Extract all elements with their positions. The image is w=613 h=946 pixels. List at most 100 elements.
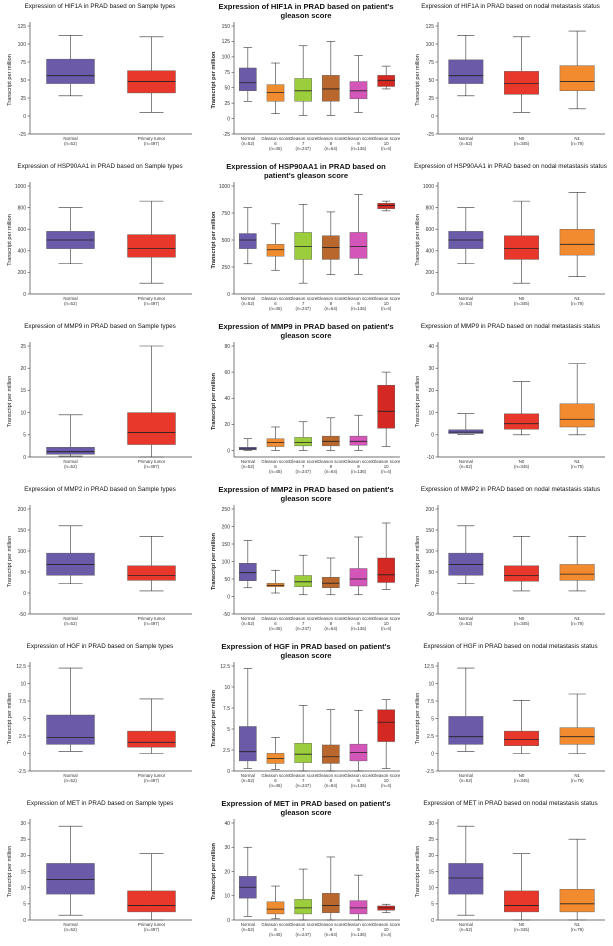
x-tick-count: (n=52) (241, 301, 254, 306)
y-tick-label: 50 (20, 78, 26, 84)
x-tick-label-score: 9 (357, 621, 360, 626)
y-tick-label: 5 (431, 716, 434, 722)
y-tick-label: 500 (222, 238, 231, 244)
y-tick-label: 80 (224, 344, 230, 350)
x-tick-label-score: 10 (384, 141, 389, 146)
x-tick-label: Gleason score (261, 459, 290, 464)
x-tick-label-score: 9 (357, 141, 360, 146)
box-2 (294, 868, 312, 921)
chart-title: Expression of MMP2 in PRAD based on pati… (218, 485, 394, 503)
box-iqr (294, 899, 312, 915)
y-tick-label: 0 (227, 292, 230, 298)
x-tick-label-score: 9 (357, 301, 360, 306)
x-tick-label: Normal (63, 136, 77, 141)
box-plot-svg: -10 0 10 20 30 40 Transcript per million Normal… (415, 342, 605, 469)
box-0 (239, 668, 257, 769)
y-tick-label: 0 (431, 751, 434, 757)
y-tick-label: 150 (222, 24, 231, 30)
y-tick-label: 2.5 (19, 734, 26, 740)
y-tick-label: 7.5 (427, 699, 434, 705)
panel-hif1a-2: Expression of HIF1A in PRAD based on nod… (408, 0, 613, 160)
box-1 (266, 885, 285, 920)
box-iqr (504, 730, 539, 746)
box-2 (559, 192, 595, 278)
panel-met-1: Expression of MET in PRAD based on patie… (204, 797, 408, 946)
x-tick-count: (n=497) (144, 464, 160, 469)
x-tick-label: N0 (519, 616, 525, 621)
y-tick-label: 25 (20, 344, 26, 350)
y-axis-label: Transcript per million (415, 376, 421, 428)
box-5 (377, 65, 395, 90)
box-4 (349, 414, 368, 451)
x-tick-label: Gleason score (289, 136, 318, 141)
x-tick-label-score: 7 (302, 927, 305, 932)
x-tick-count: (n=64) (324, 626, 337, 631)
y-tick-label: 25 (224, 101, 230, 107)
y-tick-label: 0 (227, 448, 230, 454)
x-tick-count: (n=136) (351, 783, 367, 788)
chart-title: Expression of MMP9 in PRAD based on Samp… (24, 323, 176, 330)
x-tick-label: Gleason score (317, 296, 346, 301)
box-3 (322, 856, 340, 921)
box-iqr (46, 714, 95, 745)
x-tick-count: (n=345) (514, 621, 530, 626)
x-tick-label: N0 (519, 773, 525, 778)
box-iqr (294, 78, 312, 102)
y-tick-label: 200 (18, 507, 27, 513)
x-tick-label: Gleason score (344, 296, 373, 301)
box-iqr (239, 233, 257, 249)
y-tick-label: 10 (20, 410, 26, 416)
y-tick-label: 20 (224, 869, 230, 875)
box-0 (448, 35, 484, 97)
y-tick-label: 10 (224, 685, 230, 691)
x-tick-label: Gleason score (317, 136, 346, 141)
y-tick-label: -50 (19, 612, 26, 618)
x-tick-count: (n=136) (351, 146, 367, 151)
box-iqr (349, 900, 368, 915)
box-plot-svg: -50 0 50 100 150 200 250 Transcript per million… (211, 505, 401, 631)
y-tick-label: 0 (23, 591, 26, 597)
box-iqr (294, 575, 312, 587)
x-tick-count: (n=4) (381, 626, 392, 631)
y-tick-label: 150 (222, 542, 231, 548)
y-tick-label: 250 (222, 265, 231, 271)
panel-mmp2-0: Expression of MMP2 in PRAD based on Samp… (0, 483, 200, 640)
x-tick-count: (n=345) (514, 778, 530, 783)
y-tick-label: 100 (18, 42, 27, 48)
y-tick-label: 2.5 (427, 734, 434, 740)
box-plot-svg: 0 5 10 15 20 25 30 Transcript per million Normal… (415, 819, 605, 932)
box-plot-svg: 0 250 500 750 1000 Transcript per million Norm… (211, 182, 401, 311)
box-1 (266, 426, 285, 451)
y-axis-label: Transcript per million (211, 372, 217, 429)
x-tick-label: Gleason score (289, 616, 318, 621)
x-tick-label: Normal (241, 459, 255, 464)
x-tick-label: N1 (574, 459, 580, 464)
x-tick-count: (n=247) (296, 469, 312, 474)
y-tick-label: 0 (431, 114, 434, 120)
box-2 (294, 421, 312, 451)
y-tick-label: 125 (222, 39, 231, 45)
box-1 (127, 535, 176, 592)
x-tick-label-score: 10 (384, 301, 389, 306)
panel-mmp9-0: Expression of MMP9 in PRAD based on Samp… (0, 320, 200, 483)
box-0 (448, 207, 484, 265)
x-tick-label: Primary tumor (138, 136, 166, 141)
y-tick-label: 5 (23, 716, 26, 722)
y-tick-label: 20 (20, 853, 26, 859)
x-tick-label: N0 (519, 296, 525, 301)
x-tick-label: N1 (574, 773, 580, 778)
y-axis-label: Transcript per million (211, 51, 217, 108)
x-tick-label-score: 6 (274, 778, 277, 783)
panel-hif1a-1: Expression of HIF1A in PRAD based on pat… (204, 0, 408, 160)
x-tick-count: (n=52) (459, 141, 472, 146)
x-tick-count: (n=52) (241, 927, 254, 932)
box-0 (239, 540, 257, 589)
y-tick-label: 200 (222, 524, 231, 530)
x-tick-label: Gleason score (372, 296, 401, 301)
box-0 (46, 667, 95, 752)
box-0 (448, 825, 484, 916)
x-tick-label-score: 8 (330, 301, 333, 306)
x-tick-count: (n=247) (296, 146, 312, 151)
x-tick-label: Gleason score (317, 922, 346, 927)
box-iqr (239, 563, 257, 581)
